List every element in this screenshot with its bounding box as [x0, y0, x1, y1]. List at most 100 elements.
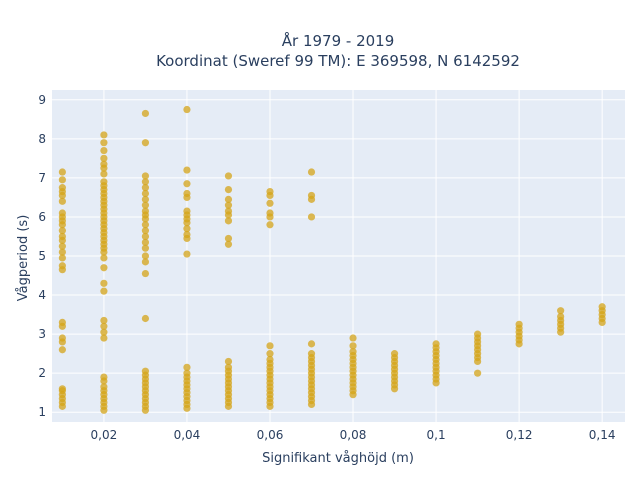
data-point [100, 322, 108, 330]
x-tick-label: 0,14 [589, 428, 616, 442]
data-point [307, 213, 316, 221]
data-point [100, 139, 108, 147]
data-point [183, 189, 191, 198]
data-point [183, 105, 191, 114]
data-point [224, 207, 233, 215]
y-tick-label: 9 [38, 93, 46, 107]
data-point [100, 254, 108, 262]
data-point [100, 146, 108, 155]
data-point [141, 367, 150, 375]
data-point [390, 350, 399, 358]
y-axis-title: Vågperiod (s) [16, 215, 31, 302]
data-point [266, 221, 274, 229]
data-point [141, 139, 150, 147]
chart-title-line-1: År 1979 - 2019 [282, 31, 395, 50]
y-axis-ticks: 1 2 3 4 5 6 7 8 9 [38, 93, 46, 419]
x-tick-label: 0,1 [427, 428, 446, 442]
data-point [473, 369, 482, 377]
data-point [266, 355, 274, 364]
data-point [58, 346, 66, 354]
data-point [141, 252, 150, 260]
data-point [58, 168, 66, 176]
chart-title-line-2: Koordinat (Sweref 99 TM): E 369598, N 61… [156, 52, 520, 70]
data-point [58, 232, 66, 241]
data-point [307, 191, 316, 200]
data-point [58, 197, 66, 205]
data-point [349, 348, 357, 356]
data-point [224, 186, 233, 194]
data-point [100, 154, 108, 162]
x-tick-label: 0,02 [91, 428, 118, 442]
data-point [266, 209, 274, 217]
y-tick-label: 4 [38, 288, 46, 302]
data-point [183, 225, 191, 233]
data-point [432, 340, 440, 348]
data-point [58, 334, 66, 342]
data-point [183, 207, 191, 215]
data-point [58, 176, 66, 184]
data-points [58, 105, 606, 414]
data-point [100, 373, 108, 381]
data-point [100, 131, 108, 139]
data-point [557, 307, 565, 315]
data-point [100, 160, 108, 168]
data-point [100, 264, 108, 272]
data-point [58, 262, 66, 270]
data-point [141, 227, 150, 235]
data-point [141, 244, 150, 252]
data-point [58, 184, 66, 192]
data-point [224, 172, 233, 180]
data-point [100, 170, 108, 178]
data-point [100, 287, 108, 295]
y-tick-label: 3 [38, 327, 46, 341]
data-point [224, 201, 233, 209]
data-point [141, 172, 150, 180]
data-point [100, 279, 108, 287]
data-point [266, 342, 274, 350]
data-point [557, 312, 565, 321]
data-point [266, 350, 274, 358]
data-point [141, 269, 150, 278]
data-point [224, 195, 233, 203]
y-tick-label: 1 [38, 405, 46, 419]
data-point [183, 363, 191, 371]
data-point [307, 340, 316, 348]
data-point [100, 383, 108, 391]
x-tick-label: 0,08 [340, 428, 367, 442]
y-tick-label: 5 [38, 249, 46, 263]
data-point [141, 195, 150, 203]
data-point [58, 385, 66, 393]
data-point [183, 230, 191, 239]
data-point [141, 109, 150, 118]
data-point [141, 258, 150, 266]
data-point [141, 238, 150, 246]
data-point [141, 201, 150, 209]
x-axis-ticks: 0,02 0,04 0,06 0,08 0,1 0,12 0,14 [91, 428, 616, 442]
x-axis-title: Signifikant våghöjd (m) [262, 451, 414, 466]
data-point [349, 334, 357, 342]
data-point [141, 189, 150, 198]
data-point [349, 342, 357, 350]
data-point [141, 314, 150, 323]
data-point [224, 363, 233, 371]
data-point [141, 178, 150, 186]
data-point [183, 369, 191, 377]
data-point [224, 357, 233, 366]
data-point [183, 180, 191, 188]
data-point [100, 316, 108, 325]
data-point [100, 334, 108, 342]
data-point [58, 248, 66, 256]
data-point [307, 168, 316, 176]
data-point [100, 328, 108, 336]
data-point [515, 320, 523, 328]
data-point [141, 184, 150, 192]
data-point [58, 254, 66, 262]
x-tick-label: 0,06 [257, 428, 284, 442]
y-tick-label: 6 [38, 210, 46, 224]
data-point [58, 209, 66, 217]
data-point [224, 217, 233, 225]
data-point [473, 330, 482, 338]
data-point [141, 232, 150, 241]
data-point [141, 221, 150, 229]
